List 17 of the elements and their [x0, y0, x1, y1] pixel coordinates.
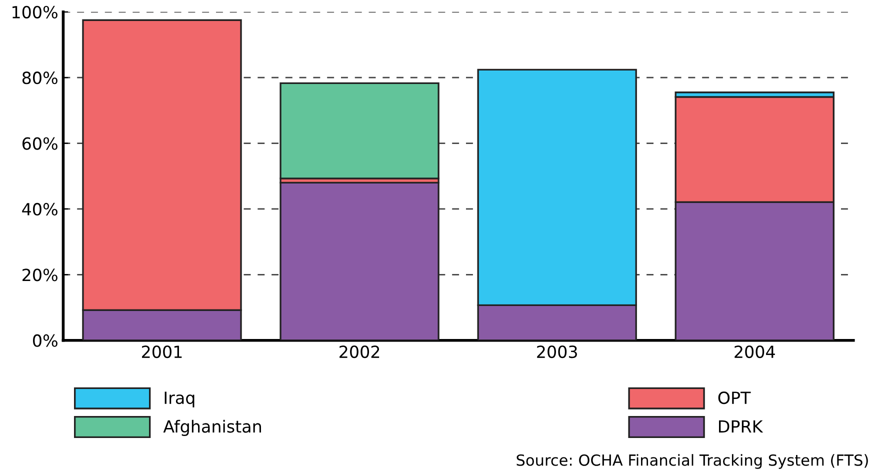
- x-tick-label: 2004: [734, 345, 775, 358]
- x-tick-label: 2001: [142, 345, 182, 358]
- y-tick-label: 40%: [22, 202, 58, 216]
- x-tick-label: 2002: [340, 345, 380, 358]
- legend-label: Iraq: [164, 392, 194, 408]
- x-tick-label: 2003: [537, 345, 577, 358]
- source-note: Source: OCHA Financial Tracking System (FTS): [516, 454, 868, 469]
- legend-label: OPT: [718, 391, 751, 404]
- legend-label: DPRK: [719, 420, 764, 433]
- bar: [280, 82, 440, 180]
- legend-label: Afghanistan: [163, 420, 261, 436]
- y-tick-label: 100%: [12, 6, 58, 18]
- y-tick-label: 80%: [22, 72, 58, 84]
- y-tick-label: 60%: [22, 137, 58, 150]
- y-tick-label: 20%: [22, 268, 58, 282]
- bar: [280, 182, 440, 340]
- y-tick-label: 0%: [33, 334, 58, 347]
